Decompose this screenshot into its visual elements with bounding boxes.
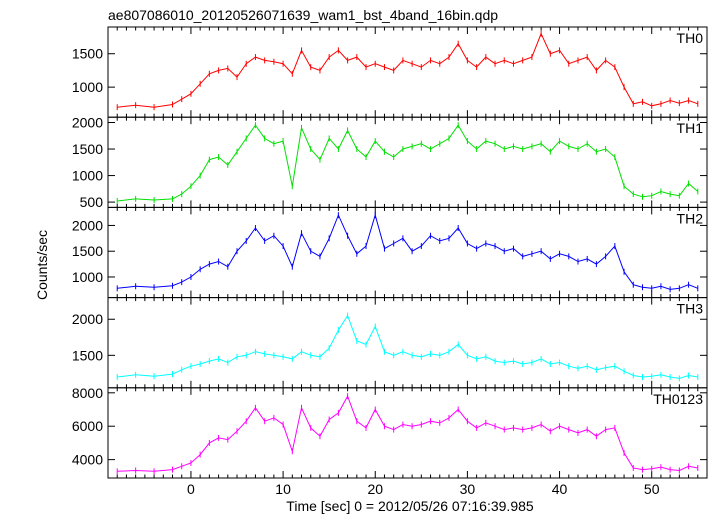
- y-axis-label: Counts/sec: [34, 230, 50, 300]
- th0-panel-label: TH0: [677, 30, 704, 46]
- x-tick-label: 20: [367, 481, 383, 497]
- th1-panel-label: TH1: [677, 120, 704, 136]
- th0123-series-line: [117, 394, 698, 472]
- th1-y-tick-label: 500: [80, 194, 104, 210]
- th0-y-tick-label: 1000: [72, 79, 103, 95]
- x-tick-label: 30: [460, 481, 476, 497]
- th0123-panel-frame: [107, 387, 708, 479]
- th0-y-tick-label: 1500: [72, 46, 103, 62]
- th1-panel-frame: [107, 116, 708, 208]
- th3-panel-label: TH3: [677, 301, 704, 317]
- th1-y-tick-label: 1500: [72, 141, 103, 157]
- x-tick-label: 0: [187, 481, 195, 497]
- th2-series-line: [117, 213, 698, 290]
- th2-y-tick-label: 2000: [72, 217, 103, 233]
- th2-panel-label: TH2: [677, 210, 704, 226]
- th3-panel-frame: [107, 297, 708, 389]
- x-axis-label: Time [sec] 0 = 2012/05/26 07:16:39.985: [286, 498, 534, 514]
- th3-y-tick-label: 2000: [72, 311, 103, 327]
- th0123-panel-label: TH0123: [653, 391, 703, 407]
- th2-y-tick-label: 1500: [72, 243, 103, 259]
- th3-series-line: [117, 314, 698, 379]
- th0123-y-tick-label: 8000: [72, 385, 103, 401]
- th0123-y-tick-label: 4000: [72, 452, 103, 468]
- x-tick-label: 40: [552, 481, 568, 497]
- th0-series-line: [117, 32, 698, 108]
- th2-y-tick-label: 1000: [72, 269, 103, 285]
- x-tick-label: 10: [275, 481, 291, 497]
- chart-title: ae807086010_20120526071639_wam1_bst_4ban…: [108, 7, 498, 23]
- th1-y-tick-label: 1000: [72, 168, 103, 184]
- th3-y-tick-label: 1500: [72, 347, 103, 363]
- x-tick-label: 50: [644, 481, 660, 497]
- th1-y-tick-label: 2000: [72, 115, 103, 131]
- th1-series-line: [117, 124, 699, 202]
- th0123-y-tick-label: 6000: [72, 418, 103, 434]
